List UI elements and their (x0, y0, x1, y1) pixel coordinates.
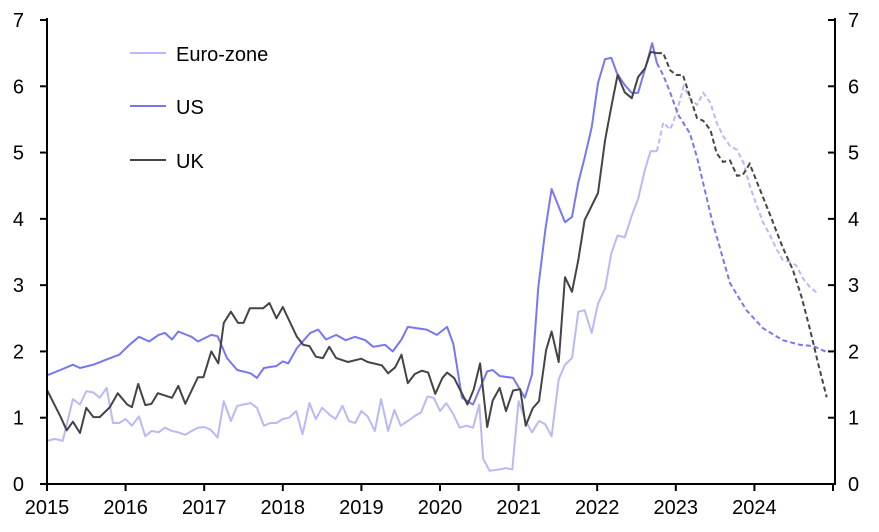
series-line-uk-forecast (656, 52, 828, 398)
x-tick-label: 2024 (732, 497, 777, 519)
y-tick-label-left: 3 (13, 275, 24, 297)
x-tick-label: 2017 (182, 497, 227, 519)
series-line-euro-zone-actual (46, 150, 657, 472)
series-line-us-actual (46, 42, 658, 406)
x-tick-label: 2020 (418, 497, 463, 519)
y-tick-label-right: 5 (848, 143, 859, 165)
x-tick-label: 2018 (261, 497, 306, 519)
series-layer (46, 42, 829, 472)
series-line-euro-zone-forecast (655, 83, 818, 294)
x-tick-label: 2015 (25, 497, 70, 519)
legend-label-uk: UK (176, 151, 204, 173)
y-tick-label-left: 4 (13, 209, 24, 231)
x-tick-label: 2023 (654, 497, 699, 519)
y-tick-label-left: 2 (13, 341, 24, 363)
y-tick-label-right: 4 (848, 209, 859, 231)
y-tick-label-right: 7 (848, 10, 859, 32)
y-tick-label-left: 0 (13, 474, 24, 496)
x-tick-label: 2019 (339, 497, 384, 519)
y-tick-label-right: 0 (848, 474, 859, 496)
y-tick-label-left: 1 (13, 408, 24, 430)
y-tick-label-right: 2 (848, 341, 859, 363)
ticks-layer: 2015 2016 2017 2018 2019 2020 2021 2022 2023 2024… (13, 10, 859, 519)
y-tick-label-right: 1 (848, 408, 859, 430)
legend-item-euro-zone: Euro-zone (130, 44, 268, 66)
legend-label-us: US (176, 97, 204, 119)
legend: Euro-zone US UK (130, 44, 268, 173)
y-tick-label-right: 3 (848, 275, 859, 297)
x-tick-label: 2022 (575, 497, 620, 519)
x-tick-label: 2016 (103, 497, 148, 519)
legend-item-us: US (130, 97, 204, 119)
y-tick-label-left: 5 (13, 143, 24, 165)
x-tick-label: 2021 (496, 497, 541, 519)
y-tick-label-left: 6 (13, 76, 24, 98)
legend-item-uk: UK (130, 151, 204, 173)
series-line-uk-actual (46, 50, 658, 434)
y-tick-label-left: 7 (13, 10, 24, 32)
series-line-us-forecast (656, 62, 829, 354)
y-tick-label-right: 6 (848, 76, 859, 98)
legend-label-euro-zone: Euro-zone (176, 44, 268, 66)
